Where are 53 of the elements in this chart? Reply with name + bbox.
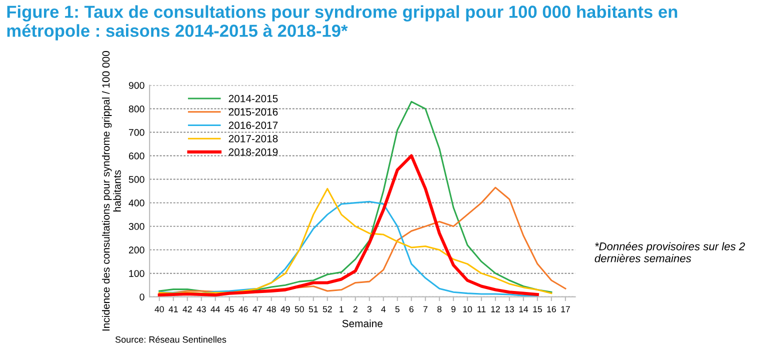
legend-label: 2018-2019 [228, 148, 278, 156]
x-tick-label: 9 [451, 306, 456, 312]
x-tick-label: 45 [224, 306, 234, 312]
y-tick-label: 100 [129, 270, 144, 277]
x-tick-label: 12 [491, 306, 500, 312]
legend-label: 2014-2015 [228, 94, 278, 102]
y-tick-label: 800 [128, 106, 144, 112]
x-tick-label: 1 [340, 306, 344, 312]
legend-label: 2015-2016 [228, 108, 278, 116]
x-tick-label: 42 [182, 306, 192, 312]
x-tick-label: 47 [252, 306, 262, 312]
x-tick-label: 7 [423, 306, 428, 312]
x-tick-label: 11 [478, 306, 486, 312]
line-series [158, 100, 552, 293]
x-tick-label: 41 [168, 306, 178, 312]
x-tick-label: 16 [547, 306, 556, 312]
y-tick-label: 200 [128, 246, 144, 254]
x-tick-label: 13 [505, 306, 514, 312]
x-tick-label: 46 [238, 306, 248, 312]
x-tick-label: 49 [280, 306, 290, 312]
legend-label: 2016-2017 [228, 122, 278, 129]
y-tick-label: 300 [128, 223, 144, 230]
x-tick-label: 14 [519, 306, 528, 312]
x-tick-label: 52 [322, 306, 332, 312]
y-axis-title: Incidence des consultations pour syndrome grippal / 100 000 habitants [102, 51, 121, 331]
x-tick-label: 3 [367, 306, 372, 312]
x-axis-title: Semaine [342, 320, 382, 328]
x-tick-label: 17 [561, 306, 570, 312]
x-tick-label: 44 [210, 306, 220, 312]
line-series [158, 200, 538, 296]
x-tick-label: 48 [266, 306, 276, 312]
x-tick-label: 10 [463, 306, 472, 312]
x-tick-label: 51 [308, 306, 318, 312]
y-tick-label: 700 [128, 129, 144, 136]
x-tick-label: 2 [353, 306, 358, 312]
x-tick-label: 50 [294, 306, 304, 312]
legend-label: 2017-2018 [228, 134, 278, 142]
line-series [158, 154, 539, 296]
y-tick-label: 600 [128, 152, 144, 160]
y-tick-label: 400 [128, 200, 144, 206]
y-tick-label: 0 [140, 294, 144, 300]
x-tick-label: 4 [381, 306, 386, 312]
x-tick-label: 15 [533, 306, 542, 312]
source-note: Source: Réseau Sentinelles [115, 336, 226, 343]
y-tick-label: 500 [128, 176, 144, 183]
text: *Données provisoires sur les 2 dernières semaines [594, 242, 745, 262]
x-tick-label: 43 [196, 306, 206, 312]
y-tick-label: 900 [128, 82, 144, 89]
x-tick-label: 8 [437, 306, 442, 312]
x-tick-label: 40 [154, 306, 164, 312]
x-tick-label: 6 [409, 306, 414, 312]
chart-title: Figure 1: Taux de consultations pour syndrome grippal pour 100 000 habitants en métropole : saisons 2014-2015 à 2018-19* [7, 5, 678, 40]
x-tick-label: 5 [395, 306, 400, 312]
